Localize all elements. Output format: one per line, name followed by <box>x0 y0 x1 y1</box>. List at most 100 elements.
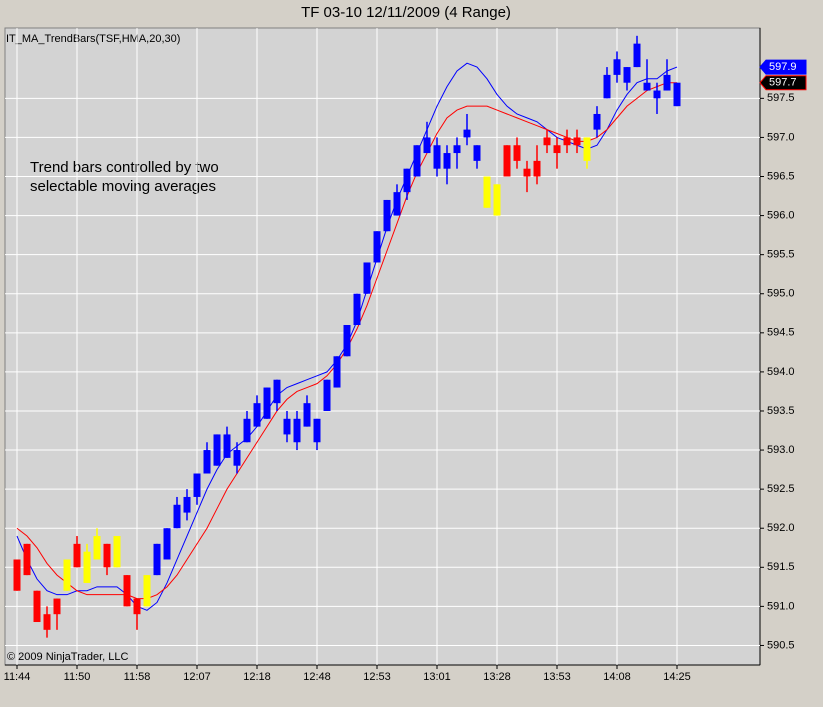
candle-body <box>133 598 141 615</box>
candle-body <box>153 543 161 576</box>
candle-body <box>53 598 61 615</box>
annotation: selectable moving averages <box>30 178 216 195</box>
indicator-label: IT_MA_TrendBars(TSF,HMA,20,30) <box>6 33 180 45</box>
candle-body <box>273 379 281 404</box>
x-tick-label: 12:48 <box>303 671 331 683</box>
candle-body <box>263 387 271 419</box>
y-tick-label: 596.0 <box>767 209 795 221</box>
candle-body <box>113 536 121 568</box>
candle-body <box>233 450 241 466</box>
candle-body <box>93 536 101 560</box>
candle-body <box>223 434 231 458</box>
y-tick-label: 597.5 <box>767 92 795 104</box>
candle-body <box>283 418 291 435</box>
candle-body <box>363 262 371 294</box>
candle-body <box>553 145 561 154</box>
candle-body <box>453 145 461 154</box>
candle-body <box>393 192 401 216</box>
price-tag-label: 597.9 <box>769 61 797 73</box>
candle-body <box>293 418 301 443</box>
candle-body <box>463 129 471 138</box>
copyright: © 2009 NinjaTrader, LLC <box>7 651 128 663</box>
candle-body <box>213 434 221 466</box>
candle-body <box>523 168 531 177</box>
x-tick-label: 11:44 <box>4 671 31 683</box>
candle-body <box>23 543 31 576</box>
x-tick-label: 13:28 <box>483 671 511 683</box>
candle-body <box>633 43 641 68</box>
candle-body <box>313 418 321 443</box>
candle-body <box>533 160 541 177</box>
candle-body <box>13 559 21 591</box>
x-tick-label: 12:07 <box>183 671 211 683</box>
candle-body <box>373 231 381 263</box>
candle-body <box>193 473 201 497</box>
price-tag <box>759 75 807 91</box>
candle-body <box>173 504 181 529</box>
y-tick-label: 591.0 <box>767 600 795 612</box>
candle-body <box>333 356 341 388</box>
candle-body <box>163 528 171 560</box>
candle-body <box>593 113 601 130</box>
x-tick-label: 12:18 <box>243 671 271 683</box>
candle-body <box>43 614 51 630</box>
y-tick-label: 592.0 <box>767 522 795 534</box>
candle-body <box>493 184 501 216</box>
price-tag <box>759 59 807 75</box>
price-tag-label: 597.7 <box>769 77 797 89</box>
candle-body <box>103 543 111 568</box>
x-tick-label: 11:50 <box>64 671 91 683</box>
candle-body <box>543 137 551 146</box>
candle-body <box>243 418 251 443</box>
x-tick-label: 11:58 <box>124 671 151 683</box>
candle-body <box>603 74 611 99</box>
candle-body <box>33 590 41 623</box>
candle-body <box>643 82 651 91</box>
candle-body <box>183 496 191 513</box>
candle-body <box>503 145 511 177</box>
y-tick-label: 594.0 <box>767 366 795 378</box>
candle-body <box>343 325 351 357</box>
y-tick-label: 594.5 <box>767 327 795 339</box>
y-tick-label: 591.5 <box>767 561 795 573</box>
candle-body <box>653 90 661 99</box>
y-tick-label: 595.5 <box>767 249 795 261</box>
x-tick-label: 12:53 <box>363 671 391 683</box>
candle-body <box>573 137 581 146</box>
candle-body <box>423 137 431 154</box>
x-tick-label: 13:01 <box>423 671 451 683</box>
x-tick-label: 14:25 <box>663 671 691 683</box>
candle-body <box>123 575 131 607</box>
annotation: Trend bars controlled by two <box>30 159 219 176</box>
candle-body <box>253 403 261 427</box>
candle-body <box>613 59 621 75</box>
candle-body <box>483 176 491 208</box>
y-tick-label: 592.5 <box>767 483 795 495</box>
candle-body <box>623 67 631 83</box>
candle-body <box>403 168 411 193</box>
candle-body <box>583 137 591 161</box>
x-tick-label: 13:53 <box>543 671 571 683</box>
candle-body <box>443 153 451 169</box>
candle-body <box>73 543 81 568</box>
y-tick-label: 596.5 <box>767 170 795 182</box>
y-tick-label: 593.5 <box>767 405 795 417</box>
x-tick-label: 14:08 <box>603 671 631 683</box>
candle-body <box>663 74 671 91</box>
candle-body <box>433 145 441 169</box>
candle-body <box>63 559 71 591</box>
candle-body <box>383 199 391 232</box>
candle-body <box>83 551 91 583</box>
candle-body <box>303 403 311 427</box>
candle-body <box>143 575 151 607</box>
plot-area <box>4 27 761 666</box>
candle-body <box>353 293 361 326</box>
candle-body <box>673 82 681 107</box>
y-tick-label: 597.0 <box>767 131 795 143</box>
candle-body <box>513 145 521 161</box>
candle-body <box>473 145 481 161</box>
y-tick-label: 590.5 <box>767 639 795 651</box>
chart-title: TF 03-10 12/11/2009 (4 Range) <box>301 4 511 21</box>
